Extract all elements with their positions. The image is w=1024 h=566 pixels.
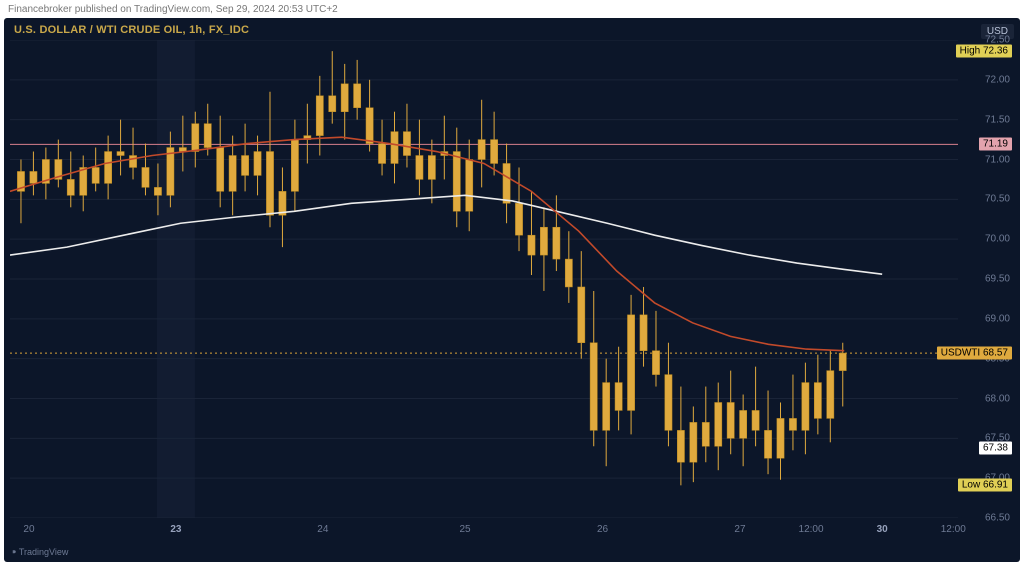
y-tick: 69.50 xyxy=(985,274,1010,285)
price-tag: Low 66.91 xyxy=(958,479,1012,492)
y-tick: 69.00 xyxy=(985,313,1010,324)
y-tick: 71.00 xyxy=(985,154,1010,165)
x-tick: 25 xyxy=(459,524,470,535)
price-tag: High 72.36 xyxy=(956,45,1012,58)
x-tick: 12:00 xyxy=(941,524,966,535)
y-tick: 68.00 xyxy=(985,393,1010,404)
y-tick: 72.00 xyxy=(985,74,1010,85)
y-tick: 70.00 xyxy=(985,234,1010,245)
chart-frame: U.S. DOLLAR / WTI CRUDE OIL, 1h, FX_IDC … xyxy=(4,18,1020,562)
price-tag: USDWTI 68.57 xyxy=(937,347,1012,360)
x-tick: 12:00 xyxy=(799,524,824,535)
x-tick: 24 xyxy=(317,524,328,535)
plot-area[interactable] xyxy=(10,40,958,518)
y-tick: 66.50 xyxy=(985,513,1010,524)
y-axis: 72.5072.0071.5071.0070.5070.0069.5069.00… xyxy=(960,40,1014,518)
price-tag: 71.19 xyxy=(979,138,1012,151)
symbol-title: U.S. DOLLAR / WTI CRUDE OIL, 1h, FX_IDC xyxy=(14,24,249,36)
price-tag: 67.38 xyxy=(979,441,1012,454)
publish-note: Financebroker published on TradingView.c… xyxy=(8,4,338,15)
y-tick: 71.50 xyxy=(985,114,1010,125)
tradingview-watermark: ⁍ TradingView xyxy=(12,547,68,558)
x-axis: 20232425262712:003012:00 xyxy=(10,522,958,540)
x-tick: 30 xyxy=(877,524,888,535)
x-tick: 23 xyxy=(170,524,181,535)
x-tick: 27 xyxy=(734,524,745,535)
y-tick: 70.50 xyxy=(985,194,1010,205)
x-tick: 20 xyxy=(23,524,34,535)
x-tick: 26 xyxy=(597,524,608,535)
